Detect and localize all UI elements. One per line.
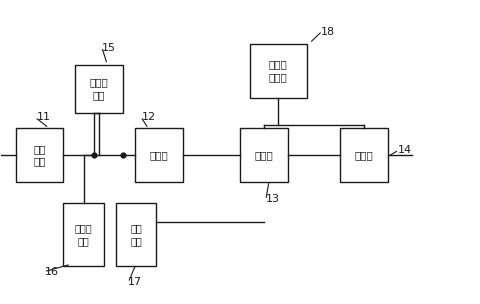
Text: 放电
模块: 放电 模块	[131, 224, 142, 246]
Text: 12: 12	[142, 112, 156, 122]
Text: 13: 13	[266, 194, 280, 204]
Bar	[135, 128, 183, 182]
Bar	[340, 128, 388, 182]
Text: 电流源
模块: 电流源 模块	[90, 78, 108, 100]
Text: 电荷存
储器: 电荷存 储器	[75, 224, 93, 246]
Text: 18: 18	[321, 26, 335, 36]
Text: 制信产
生模块: 制信产 生模块	[269, 60, 288, 82]
Bar	[250, 43, 307, 98]
Bar	[63, 203, 104, 267]
Text: 输入
电阻: 输入 电阻	[33, 144, 46, 166]
Text: 17: 17	[128, 277, 142, 287]
Text: 14: 14	[397, 146, 412, 155]
Bar	[16, 128, 63, 182]
Text: 11: 11	[37, 112, 51, 122]
Text: 触发器: 触发器	[254, 150, 273, 160]
Bar	[116, 203, 156, 267]
Text: 16: 16	[44, 268, 59, 278]
Text: 比较器: 比较器	[149, 150, 168, 160]
Text: 15: 15	[102, 43, 116, 53]
Bar	[240, 128, 288, 182]
Text: 计数器: 计数器	[355, 150, 373, 160]
Bar	[75, 65, 123, 113]
